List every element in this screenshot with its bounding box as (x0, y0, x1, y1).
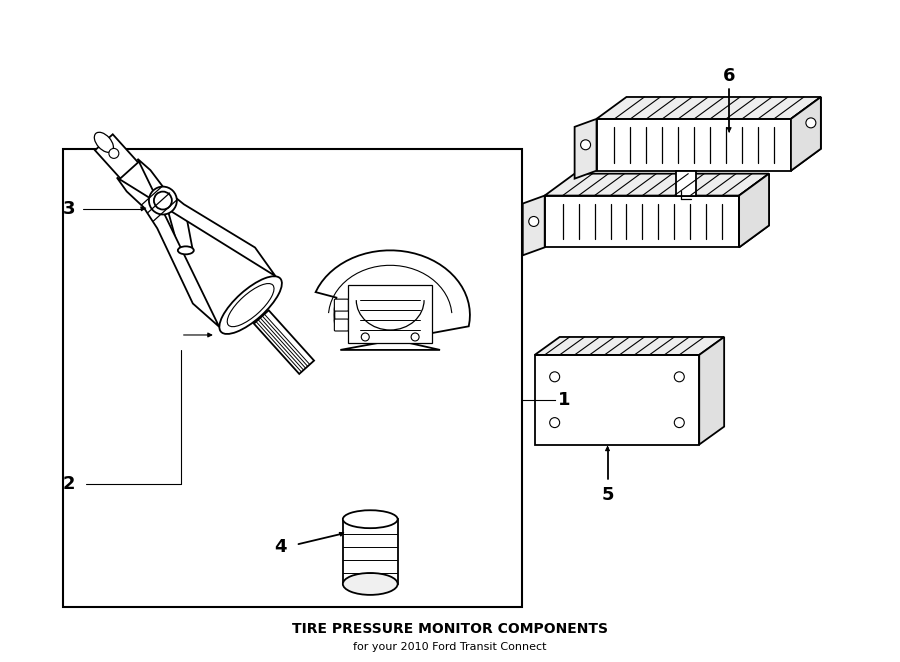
Polygon shape (117, 159, 275, 327)
Polygon shape (739, 173, 769, 248)
Polygon shape (791, 97, 821, 171)
Text: 4: 4 (274, 538, 287, 556)
Polygon shape (544, 173, 769, 195)
Text: 6: 6 (723, 67, 735, 85)
Polygon shape (739, 173, 769, 248)
Polygon shape (523, 195, 544, 256)
Circle shape (154, 191, 172, 209)
Text: for your 2010 Ford Transit Connect: for your 2010 Ford Transit Connect (353, 641, 547, 651)
Bar (343, 519, 398, 584)
Text: 1: 1 (558, 391, 571, 408)
Polygon shape (316, 250, 470, 350)
Ellipse shape (343, 573, 398, 595)
Polygon shape (95, 134, 138, 179)
Polygon shape (574, 119, 597, 179)
Circle shape (361, 333, 369, 341)
Polygon shape (254, 310, 314, 374)
Polygon shape (699, 337, 725, 444)
Circle shape (806, 118, 816, 128)
Polygon shape (348, 285, 432, 343)
Circle shape (529, 216, 539, 226)
Ellipse shape (178, 246, 194, 254)
Text: 3: 3 (63, 199, 76, 218)
Bar (63, 149, 522, 607)
Polygon shape (676, 171, 697, 195)
Polygon shape (168, 211, 193, 250)
Polygon shape (597, 97, 821, 119)
Ellipse shape (343, 510, 398, 528)
Bar (597, 119, 791, 171)
Text: TIRE PRESSURE MONITOR COMPONENTS: TIRE PRESSURE MONITOR COMPONENTS (292, 622, 608, 636)
Circle shape (580, 140, 590, 150)
Ellipse shape (227, 283, 274, 326)
FancyBboxPatch shape (335, 299, 348, 311)
Text: 2: 2 (63, 475, 76, 493)
Bar (535, 355, 699, 444)
Circle shape (109, 148, 119, 158)
Circle shape (550, 418, 560, 428)
Bar (544, 195, 739, 248)
Circle shape (550, 372, 560, 382)
Ellipse shape (220, 276, 282, 334)
Circle shape (674, 418, 684, 428)
Circle shape (148, 187, 176, 214)
Polygon shape (791, 97, 821, 171)
Text: 5: 5 (601, 487, 614, 504)
FancyBboxPatch shape (335, 319, 348, 331)
Polygon shape (535, 337, 725, 355)
Circle shape (411, 333, 419, 341)
Circle shape (674, 372, 684, 382)
Ellipse shape (94, 132, 113, 152)
